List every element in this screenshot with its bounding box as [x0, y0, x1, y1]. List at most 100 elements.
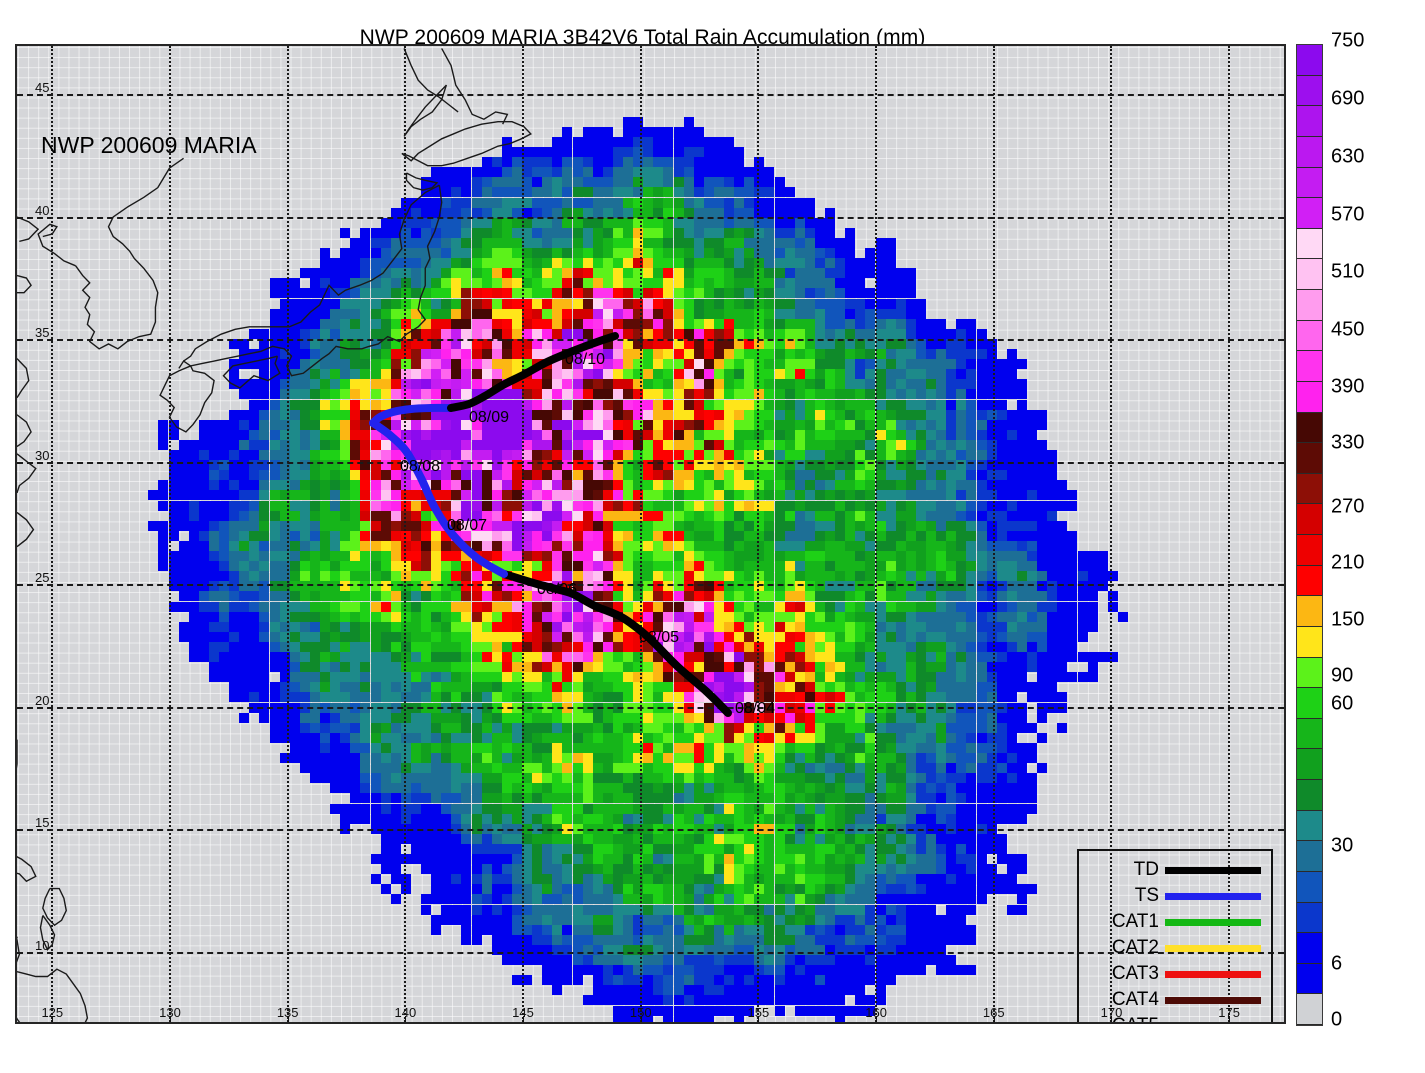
rain-cell — [562, 278, 573, 289]
rain-cell — [683, 116, 694, 127]
rain-cell — [693, 328, 704, 339]
rain-cell — [511, 258, 522, 269]
rain-cell — [724, 349, 735, 360]
rain-cell — [532, 258, 543, 269]
rain-cell — [299, 409, 310, 420]
rain-cell — [693, 227, 704, 238]
rain-cell — [855, 399, 866, 410]
rain-cell — [572, 318, 583, 329]
rain-cell — [532, 419, 543, 430]
rain-cell — [451, 227, 462, 238]
rain-cell — [582, 187, 593, 198]
rain-cell — [259, 399, 270, 410]
rain-cell — [774, 318, 785, 329]
rain-cell — [926, 349, 937, 360]
rain-cell — [562, 136, 573, 147]
rain-cell — [582, 369, 593, 380]
rain-cell — [693, 318, 704, 329]
rain-cell — [875, 338, 886, 349]
rain-cell — [582, 389, 593, 400]
rain-cell — [623, 359, 634, 370]
rain-cell — [612, 278, 623, 289]
rain-cell — [582, 308, 593, 319]
rain-cell — [239, 338, 250, 349]
rain-cell — [491, 248, 502, 259]
rain-cell — [471, 197, 482, 208]
rain-cell — [390, 298, 401, 309]
rain-cell — [693, 237, 704, 248]
rain-cell — [562, 419, 573, 430]
rain-cell — [410, 268, 421, 279]
rain-cell — [289, 328, 300, 339]
rain-cell — [380, 217, 391, 228]
rain-cell — [804, 278, 815, 289]
rain-cell — [562, 248, 573, 259]
rain-cell — [481, 278, 492, 289]
rain-cell — [764, 248, 775, 259]
rain-cell — [572, 338, 583, 349]
rain-cell — [239, 419, 250, 430]
rain-cell — [602, 197, 613, 208]
rain-cell — [683, 237, 694, 248]
rain-cell — [501, 328, 512, 339]
rain-cell — [855, 318, 866, 329]
rain-cell — [673, 177, 684, 188]
rain-cell — [410, 217, 421, 228]
rain-cell — [592, 389, 603, 400]
rain-cell — [380, 328, 391, 339]
rain-cell — [511, 268, 522, 279]
rain-cell — [562, 157, 573, 168]
rain-cell — [441, 197, 452, 208]
rain-cell — [643, 187, 654, 198]
rain-cell — [511, 197, 522, 208]
rain-cell — [724, 308, 735, 319]
rain-cell — [501, 147, 512, 158]
rain-cell — [835, 399, 846, 410]
rain-cell — [623, 409, 634, 420]
rain-cell — [350, 429, 361, 440]
rain-cell — [511, 187, 522, 198]
rain-cell — [825, 298, 836, 309]
rain-cell — [370, 227, 381, 238]
rain-cell — [451, 288, 462, 299]
rain-cell — [491, 419, 502, 430]
rain-cell — [764, 318, 775, 329]
rain-cell — [703, 399, 714, 410]
rain-cell — [380, 389, 391, 400]
rain-cell — [946, 328, 957, 339]
rain-cell — [855, 349, 866, 360]
rain-cell — [299, 349, 310, 360]
rain-cell — [501, 197, 512, 208]
rain-cell — [926, 399, 937, 410]
rain-cell — [653, 217, 664, 228]
rain-cell — [461, 409, 472, 420]
rain-cell — [522, 207, 533, 218]
rain-cell — [643, 379, 654, 390]
rain-cell — [915, 338, 926, 349]
rain-cell — [784, 207, 795, 218]
rain-cell — [612, 136, 623, 147]
rain-cell — [956, 419, 967, 430]
rain-cell — [885, 278, 896, 289]
rain-cell — [330, 429, 341, 440]
rain-cell — [804, 349, 815, 360]
rain-cell — [350, 399, 361, 410]
rain-cell — [421, 359, 432, 370]
rain-cell — [643, 288, 654, 299]
rain-cell — [410, 349, 421, 360]
rain-cell — [522, 429, 533, 440]
rain-cell — [522, 177, 533, 188]
rain-cell — [592, 328, 603, 339]
rain-cell — [390, 338, 401, 349]
rain-cell — [936, 369, 947, 380]
rain-cell — [915, 419, 926, 430]
rain-cell — [410, 197, 421, 208]
rain-cell — [905, 318, 916, 329]
rain-cell — [703, 258, 714, 269]
rain-cell — [481, 217, 492, 228]
rain-cell — [350, 278, 361, 289]
rain-cell — [421, 308, 432, 319]
rain-cell — [713, 288, 724, 299]
rain-cell — [653, 369, 664, 380]
rain-cell — [370, 298, 381, 309]
